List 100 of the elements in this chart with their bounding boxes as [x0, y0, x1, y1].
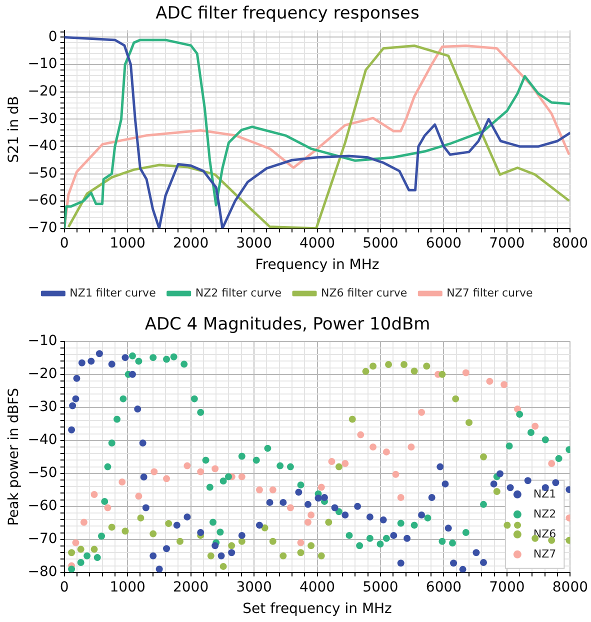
point: [184, 513, 191, 520]
point: [438, 538, 446, 545]
point: [408, 444, 415, 450]
point: [142, 504, 150, 512]
point: [108, 524, 116, 531]
point: [256, 522, 263, 529]
point: [190, 395, 198, 402]
x-tick-label: 7000: [489, 235, 525, 252]
point: [466, 419, 473, 426]
point: [357, 431, 364, 438]
point: [382, 448, 390, 456]
point: [320, 494, 328, 501]
point: [410, 368, 418, 375]
point: [69, 402, 76, 410]
point: [462, 369, 470, 376]
point: [129, 370, 136, 378]
point: [220, 477, 227, 484]
point: [78, 359, 86, 366]
point: [480, 500, 487, 508]
point: [170, 353, 178, 360]
point: [122, 528, 129, 535]
point: [122, 354, 129, 362]
point: [98, 532, 106, 540]
x-tick-label: 8000: [552, 579, 588, 596]
point: [366, 534, 374, 542]
point: [390, 532, 398, 539]
point: [397, 494, 404, 501]
point: [325, 518, 332, 526]
point: [68, 426, 76, 434]
point: [269, 538, 276, 545]
point: [496, 470, 504, 478]
point: [73, 374, 80, 382]
point: [163, 545, 170, 552]
point: [90, 546, 98, 553]
point: [197, 468, 204, 476]
point: [104, 463, 112, 470]
point: [90, 491, 98, 498]
point: [220, 562, 227, 570]
point: [506, 442, 513, 450]
point: [94, 554, 101, 562]
point: [176, 538, 184, 545]
point: [212, 465, 219, 472]
point: [135, 358, 142, 365]
point: [516, 410, 524, 418]
x-tick-label: 0: [60, 579, 69, 596]
point: [335, 508, 342, 516]
point: [342, 460, 349, 467]
point: [218, 552, 225, 560]
point: [256, 486, 263, 494]
x-tick-label: 7000: [489, 579, 525, 596]
y-tick-label: −30: [28, 399, 58, 416]
point: [280, 498, 287, 506]
point: [101, 498, 108, 505]
point: [472, 549, 480, 556]
x-tick-label: 6000: [426, 235, 462, 252]
legend-label: NZ6: [533, 527, 556, 540]
point: [238, 532, 246, 539]
point: [184, 462, 191, 470]
point: [286, 504, 294, 512]
x-axis-title: Set frequency in MHz: [242, 601, 392, 618]
point: [77, 559, 84, 566]
point: [297, 481, 304, 488]
point: [72, 395, 80, 402]
point: [261, 524, 268, 532]
x-tick-label: 0: [60, 235, 69, 252]
point: [397, 560, 404, 567]
point: [68, 549, 76, 556]
point: [318, 484, 325, 491]
point: [163, 356, 170, 363]
point: [269, 486, 276, 494]
point: [493, 488, 500, 496]
point: [210, 518, 216, 526]
x-tick-label: 8000: [552, 235, 588, 252]
y-tick-label: −40: [28, 432, 58, 448]
point: [72, 539, 80, 546]
point: [438, 370, 446, 378]
point: [450, 560, 458, 567]
point: [207, 552, 214, 560]
point: [444, 524, 452, 532]
point: [552, 479, 560, 486]
point: [335, 463, 342, 470]
point: [428, 494, 436, 501]
y-tick-label: −10: [28, 56, 58, 72]
legend-label: NZ2 filter curve: [195, 286, 282, 300]
point: [370, 444, 377, 450]
point: [542, 436, 549, 444]
point: [137, 514, 144, 522]
y-tick-label: −40: [28, 138, 58, 154]
point: [331, 504, 338, 512]
point: [276, 462, 284, 470]
y-tick-label: −60: [28, 498, 58, 514]
x-tick-label: 1000: [110, 235, 146, 252]
point: [108, 360, 116, 368]
point: [212, 542, 219, 550]
point: [297, 539, 304, 546]
point: [404, 534, 411, 542]
point: [252, 456, 260, 464]
point: [532, 422, 539, 430]
y-tick-label: −10: [28, 333, 58, 350]
legend-label: NZ7: [533, 547, 556, 560]
